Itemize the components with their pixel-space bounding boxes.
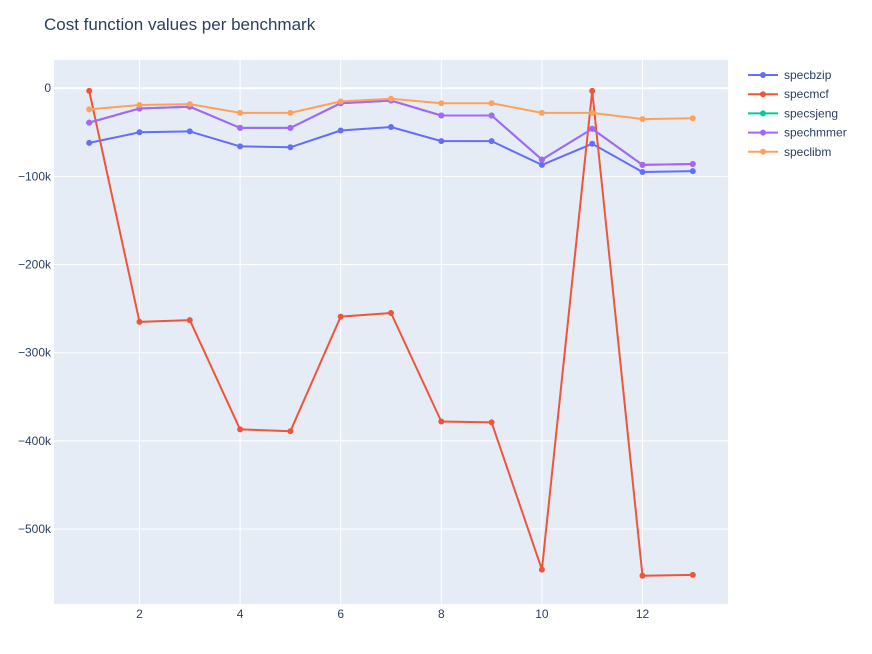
legend-label: specbzip xyxy=(784,68,832,82)
data-point xyxy=(639,168,646,175)
data-point xyxy=(337,98,344,105)
grid-lines xyxy=(54,60,728,604)
data-point xyxy=(438,100,445,107)
data-point xyxy=(287,428,294,435)
data-point xyxy=(488,138,495,145)
legend-marker-swatch xyxy=(760,72,766,78)
data-point xyxy=(438,112,445,119)
data-point xyxy=(337,313,344,320)
data-point xyxy=(538,566,545,573)
legend-marker-swatch xyxy=(760,129,766,136)
data-point xyxy=(689,571,696,578)
data-point xyxy=(287,144,294,151)
data-point xyxy=(237,109,244,116)
legend-label: speclibm xyxy=(784,145,831,159)
data-point xyxy=(488,100,495,107)
data-point xyxy=(488,112,495,119)
plot-area xyxy=(54,60,728,604)
y-axis-ticks: 0 −100k −200k −300k −400k −500k xyxy=(18,81,52,536)
data-point xyxy=(86,139,93,146)
data-point xyxy=(438,138,445,145)
data-point xyxy=(589,140,596,147)
data-point xyxy=(538,161,545,168)
chart-title: Cost function values per benchmark xyxy=(44,15,316,34)
series-specmcf xyxy=(86,87,696,579)
data-point xyxy=(237,426,244,433)
data-point xyxy=(337,127,344,134)
y-tick-label: −100k xyxy=(18,169,52,183)
data-point xyxy=(589,109,596,116)
data-point xyxy=(589,125,596,132)
legend-marker-swatch xyxy=(760,110,766,117)
data-point xyxy=(639,161,646,168)
x-tick-label: 8 xyxy=(438,607,445,621)
legend-item-specmcf[interactable]: specmcf xyxy=(748,87,829,101)
legend-item-specbzip[interactable]: specbzip xyxy=(748,68,832,82)
y-tick-label: −200k xyxy=(18,258,52,272)
data-point xyxy=(186,101,193,108)
data-point xyxy=(538,156,545,163)
data-point xyxy=(237,124,244,131)
legend-marker-swatch xyxy=(760,148,766,155)
data-point xyxy=(237,143,244,150)
data-point xyxy=(86,119,93,126)
data-point xyxy=(438,418,445,425)
series-specbzip xyxy=(86,124,696,175)
x-tick-label: 10 xyxy=(535,607,549,621)
legend-item-spechmmer[interactable]: spechmmer xyxy=(748,126,847,140)
data-point xyxy=(538,109,545,116)
legend-marker-swatch xyxy=(760,91,766,98)
x-tick-label: 2 xyxy=(136,607,143,621)
data-point xyxy=(488,419,495,426)
data-point xyxy=(136,101,143,108)
data-point xyxy=(388,310,394,317)
series-speclibm xyxy=(86,95,696,123)
data-point xyxy=(86,106,93,113)
x-axis-ticks: 2 4 6 8 10 12 xyxy=(136,607,649,621)
legend-label: specmcf xyxy=(784,87,829,101)
y-tick-label: −500k xyxy=(18,522,52,536)
data-point xyxy=(388,124,394,131)
legend[interactable]: specbzip specmcf specsjeng spechmmer speclib… xyxy=(748,68,847,159)
data-point xyxy=(136,129,143,136)
data-point xyxy=(186,128,193,135)
data-point xyxy=(86,87,93,94)
data-point xyxy=(689,168,696,175)
data-point xyxy=(388,95,394,102)
data-point xyxy=(689,161,696,168)
legend-label: spechmmer xyxy=(784,126,847,140)
data-point xyxy=(689,115,696,122)
x-tick-label: 6 xyxy=(337,607,344,621)
data-point xyxy=(287,124,294,131)
data-point xyxy=(186,317,193,324)
data-point xyxy=(639,572,646,579)
data-point xyxy=(136,318,143,325)
x-tick-label: 12 xyxy=(636,607,650,621)
series-group xyxy=(86,87,696,579)
x-tick-label: 4 xyxy=(237,607,244,621)
y-tick-label: 0 xyxy=(44,81,51,95)
y-tick-label: −300k xyxy=(18,346,52,360)
data-point xyxy=(287,109,294,116)
legend-item-specsjeng[interactable]: specsjeng xyxy=(748,106,838,120)
legend-label: specsjeng xyxy=(784,106,838,120)
y-tick-label: −400k xyxy=(18,434,52,448)
data-point xyxy=(639,116,646,123)
legend-item-speclibm[interactable]: speclibm xyxy=(748,145,831,159)
data-point xyxy=(589,87,596,94)
